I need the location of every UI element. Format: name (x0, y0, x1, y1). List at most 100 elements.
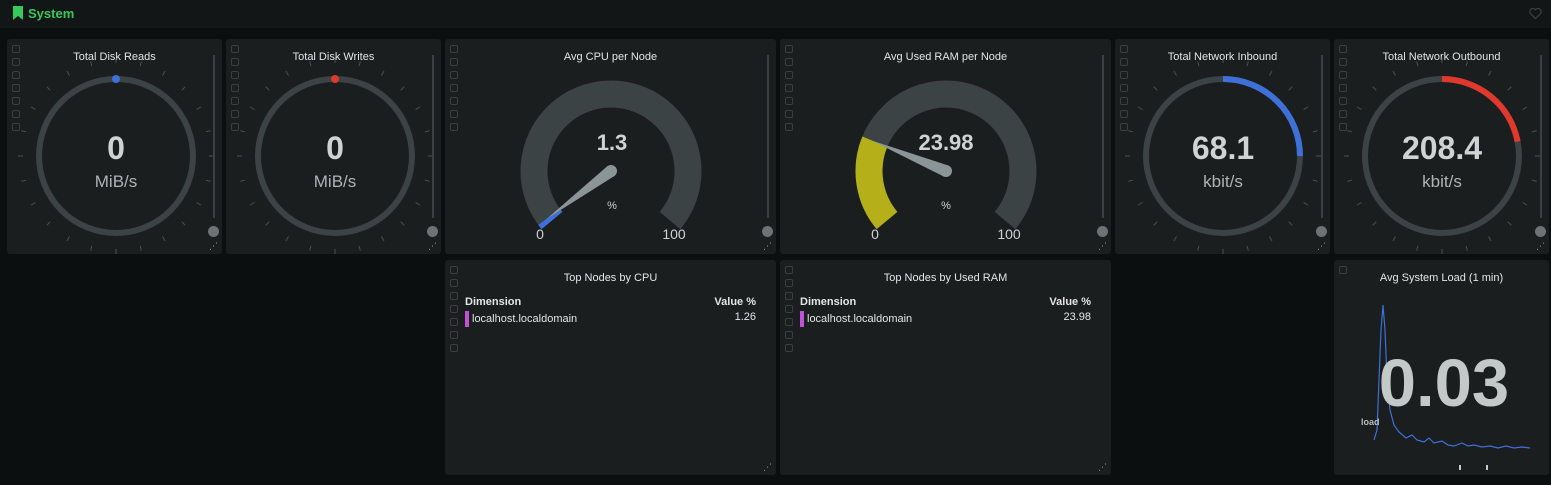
settings-icon[interactable] (1535, 226, 1546, 237)
card-toolbar[interactable] (1120, 45, 1130, 136)
gauge-max: 100 (662, 226, 686, 242)
resize-handle[interactable]: ⋰ (1317, 241, 1326, 251)
column-value[interactable]: Value % (1049, 296, 1091, 308)
scrollbar[interactable] (213, 55, 215, 218)
column-dimension[interactable]: Dimension (800, 296, 857, 308)
card-toolbar[interactable] (785, 45, 795, 136)
card-toolbar[interactable] (231, 45, 241, 136)
card-toolbar[interactable] (450, 266, 460, 357)
card-title: Avg System Load (1 min) (1379, 272, 1504, 284)
gauge-tick (139, 61, 142, 67)
gauge-tick (285, 70, 289, 76)
gauge-min: 0 (536, 226, 544, 242)
card-toolbar[interactable] (785, 266, 795, 357)
gauge-value: 68.1 (1192, 130, 1254, 166)
settings-icon[interactable] (762, 226, 773, 237)
gauge-tick (1392, 70, 1396, 76)
scrollbar[interactable] (432, 55, 434, 218)
gauge-tick (1531, 130, 1537, 133)
gauge-needle (872, 140, 952, 177)
gauge-tick (181, 86, 186, 91)
scrollbar[interactable] (767, 55, 769, 218)
tick-mark (1486, 465, 1488, 470)
gauge-tick (1507, 86, 1512, 91)
section-title[interactable]: System (28, 6, 75, 21)
gauge-tick (162, 236, 166, 242)
gauge-tick (205, 130, 211, 133)
settings-icon[interactable] (208, 226, 219, 237)
load-line (1373, 304, 1531, 449)
gauge-unit: kbit/s (1203, 172, 1243, 191)
resize-handle[interactable]: ⋰ (209, 241, 218, 251)
cpu-gauge: 1.3 % 0 100 (520, 80, 702, 242)
column-dimension[interactable]: Dimension (465, 296, 522, 308)
resize-handle[interactable]: ⋰ (428, 241, 437, 251)
gauge-unit: % (607, 200, 617, 212)
card-title: Total Network Outbound (1382, 51, 1501, 63)
gauge-tick (46, 221, 51, 226)
gauge-tick (400, 86, 405, 91)
gauge-tick (1269, 236, 1273, 242)
gauge-tick (1153, 221, 1158, 226)
gauge-marker (112, 75, 120, 83)
gauge-tick (1416, 61, 1419, 67)
gauge-tick (1137, 106, 1143, 110)
gauge-unit: kbit/s (1422, 172, 1462, 191)
gauge-tick (1153, 86, 1158, 91)
resize-handle[interactable]: ⋰ (1098, 241, 1107, 251)
gauge-tick (400, 221, 405, 226)
gauge-tick (1312, 130, 1318, 133)
resize-handle[interactable]: ⋰ (1536, 241, 1545, 251)
resize-handle[interactable]: ⋰ (1098, 462, 1107, 472)
gauge-tick (1356, 106, 1362, 110)
system-load-card: Avg System Load (1 min) 0.03 load (1334, 260, 1549, 475)
load-value: 0.03 (1379, 346, 1509, 421)
gauge-tick (358, 61, 361, 67)
column-value[interactable]: Value % (714, 296, 756, 308)
scrollbar[interactable] (1102, 55, 1104, 218)
gauge-tick (1488, 70, 1492, 76)
gauge-tick (21, 130, 27, 133)
gauge-fill (1441, 76, 1521, 143)
gauge-tick (66, 70, 70, 76)
gauge-tick (381, 236, 385, 242)
gauge-tick (196, 202, 202, 206)
gauge-tick (46, 86, 51, 91)
gauge-tick (381, 70, 385, 76)
bookmark-icon[interactable] (13, 6, 23, 20)
gauge-tick (139, 245, 142, 251)
gauge-tick (285, 236, 289, 242)
gauge-value: 1.3 (597, 130, 628, 155)
gauge-tick (30, 106, 36, 110)
settings-icon[interactable] (427, 226, 438, 237)
heart-icon[interactable] (1529, 7, 1542, 20)
ram-card: Avg Used RAM per Node 23.98 % 0 100 ⋰ (780, 39, 1111, 254)
ram-gauge: 23.98 % 0 100 (855, 80, 1037, 242)
scrollbar[interactable] (1540, 55, 1542, 218)
gauge-tick (196, 106, 202, 110)
settings-icon[interactable] (1316, 226, 1327, 237)
resize-handle[interactable]: ⋰ (763, 462, 772, 472)
gauge-fill (538, 208, 563, 230)
gauge-tick (1522, 202, 1528, 206)
gauge-tick (265, 221, 270, 226)
settings-icon[interactable] (1097, 226, 1108, 237)
gauge-max: 100 (997, 226, 1021, 242)
net-out-card: Total Network Outbound 208.4 kbit/s ⋰ (1334, 39, 1549, 254)
gauge-tick (1347, 130, 1353, 133)
dimension-value: 23.98 (1063, 311, 1091, 323)
gauge-tick (30, 202, 36, 206)
resize-handle[interactable]: ⋰ (763, 241, 772, 251)
card-toolbar[interactable] (450, 45, 460, 136)
gauge-tick (1372, 221, 1377, 226)
gauge-tick (415, 202, 421, 206)
scrollbar[interactable] (1321, 55, 1323, 218)
dimension-value: 1.26 (734, 311, 756, 323)
card-toolbar[interactable] (12, 45, 22, 136)
card-toolbar[interactable] (1339, 266, 1349, 279)
card-toolbar[interactable] (1339, 45, 1349, 136)
dimension-name: localhost.localdomain (807, 313, 913, 325)
gauge-marker (331, 75, 339, 83)
table-row[interactable]: localhost.localdomain 23.98 (800, 311, 1091, 327)
table-row[interactable]: localhost.localdomain 1.26 (465, 311, 756, 327)
